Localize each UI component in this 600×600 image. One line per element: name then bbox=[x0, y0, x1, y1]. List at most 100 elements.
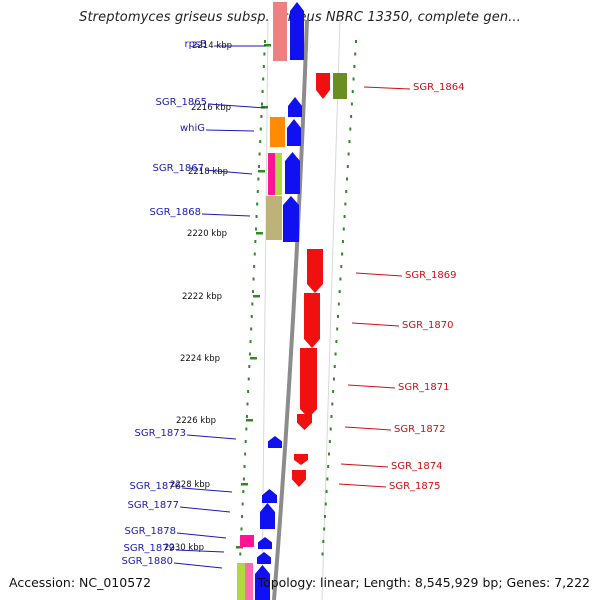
forward-gene-arrow[interactable] bbox=[287, 119, 301, 146]
forward-gene-arrow[interactable] bbox=[260, 503, 275, 529]
tick-dot bbox=[332, 390, 335, 393]
label-leader-line bbox=[355, 272, 403, 277]
forward-gene-label[interactable]: SGR_1865 bbox=[156, 97, 208, 108]
label-leader-line bbox=[179, 506, 231, 513]
forward-gene-arrow[interactable] bbox=[283, 196, 299, 242]
reverse-gene-label[interactable]: SGR_1874 bbox=[391, 461, 443, 472]
reverse-gene-label[interactable]: SGR_1869 bbox=[405, 270, 457, 281]
tick-dot bbox=[330, 415, 333, 418]
tick-dot bbox=[337, 302, 340, 306]
tick-dot bbox=[340, 265, 343, 268]
tick-dot bbox=[247, 390, 250, 393]
tick-dot bbox=[331, 402, 334, 406]
feature-box bbox=[266, 196, 282, 240]
tick-dot bbox=[248, 352, 251, 356]
tick-dot bbox=[250, 315, 253, 318]
reverse-gene-label[interactable]: SGR_1864 bbox=[413, 82, 465, 93]
tick-dot bbox=[325, 490, 328, 493]
tick-dot bbox=[346, 165, 349, 168]
tick-dot bbox=[352, 77, 355, 81]
reverse-gene-labels: SGR_1864 SGR_1869 SGR_1870 SGR_1871 SGR_1872… bbox=[338, 82, 465, 492]
tick-dot bbox=[354, 52, 357, 56]
right-tick-column bbox=[321, 40, 357, 556]
tick-dot bbox=[243, 465, 246, 468]
label-leader-line bbox=[344, 426, 392, 431]
label-leader-line bbox=[347, 384, 396, 389]
reverse-gene-label[interactable]: SGR_1872 bbox=[394, 424, 446, 435]
kbp-label: 2216 kbp bbox=[191, 103, 231, 113]
reverse-gene-arrow[interactable] bbox=[304, 293, 320, 348]
forward-gene-arrow[interactable] bbox=[290, 2, 304, 60]
forward-gene-label[interactable]: SGR_1880 bbox=[122, 556, 174, 567]
label-leader-line bbox=[181, 487, 233, 493]
kbp-label: 2220 kbp bbox=[187, 229, 227, 239]
label-leader-line bbox=[186, 434, 237, 440]
tick-dot bbox=[353, 65, 356, 68]
reverse-gene-arrow[interactable] bbox=[292, 470, 306, 487]
kbp-label: 2218 kbp bbox=[188, 167, 228, 177]
tick-dot bbox=[338, 290, 341, 293]
tick-dot bbox=[241, 502, 244, 506]
tick-dot bbox=[342, 227, 345, 231]
tick-dot bbox=[332, 377, 335, 381]
track-left-edge bbox=[261, 19, 269, 600]
forward-gene-arrow[interactable] bbox=[255, 565, 270, 600]
reverse-gene-label[interactable]: SGR_1871 bbox=[398, 382, 450, 393]
forward-gene-label[interactable]: rpsB bbox=[184, 39, 207, 50]
forward-gene-arrow[interactable] bbox=[262, 489, 277, 503]
kbp-tick bbox=[241, 483, 248, 486]
tick-dot bbox=[250, 327, 253, 331]
forward-gene-arrow[interactable] bbox=[288, 97, 302, 117]
forward-gene-label[interactable]: SGR_1867 bbox=[153, 163, 205, 174]
tick-dot bbox=[239, 552, 242, 556]
forward-gene-label[interactable]: SGR_1876 bbox=[130, 481, 182, 492]
kbp-tick bbox=[246, 419, 253, 422]
forward-gene-arrow[interactable] bbox=[285, 152, 300, 194]
reverse-gene-label[interactable]: SGR_1870 bbox=[402, 320, 454, 331]
feature-box bbox=[268, 153, 275, 195]
tick-dot bbox=[261, 90, 264, 93]
label-leader-line bbox=[201, 213, 251, 217]
kbp-label: 2228 kbp bbox=[170, 480, 210, 490]
reverse-gene-arrow[interactable] bbox=[300, 348, 317, 418]
left-tick-column bbox=[237, 40, 266, 593]
kbp-label: 2214 kbp bbox=[192, 41, 232, 51]
tick-dot bbox=[343, 215, 346, 218]
tick-dot bbox=[345, 190, 348, 193]
tick-dot bbox=[321, 552, 324, 556]
reverse-gene-label[interactable]: SGR_1875 bbox=[389, 481, 441, 492]
tick-dot bbox=[252, 277, 255, 281]
tick-dot bbox=[256, 190, 259, 193]
feature-box bbox=[275, 153, 282, 195]
label-leader-line bbox=[173, 562, 223, 569]
tick-dot bbox=[254, 240, 257, 243]
tick-dot bbox=[327, 465, 330, 468]
reverse-gene-arrow[interactable] bbox=[294, 454, 308, 465]
tick-dot bbox=[334, 352, 337, 356]
forward-gene-label[interactable]: SGR_1877 bbox=[128, 500, 180, 511]
feature-box bbox=[237, 563, 245, 600]
forward-gene-arrow[interactable] bbox=[257, 552, 271, 564]
tick-dot bbox=[245, 427, 248, 431]
forward-gene-label[interactable]: SGR_1873 bbox=[135, 428, 187, 439]
label-leader-line bbox=[351, 322, 400, 327]
kbp-tick bbox=[236, 546, 243, 549]
tick-dot bbox=[248, 365, 251, 368]
forward-gene-label[interactable]: SGR_1879 bbox=[124, 543, 176, 554]
forward-gene-label[interactable]: whiG bbox=[180, 123, 205, 134]
kbp-label: 2222 kbp bbox=[182, 292, 222, 302]
feature-box bbox=[245, 563, 253, 600]
tick-dot bbox=[328, 452, 331, 456]
feature-box bbox=[270, 117, 285, 147]
track-right-edge bbox=[321, 19, 341, 600]
reverse-gene-arrow[interactable] bbox=[297, 414, 312, 430]
reverse-gene-arrow[interactable] bbox=[316, 73, 330, 99]
forward-gene-arrow[interactable] bbox=[258, 537, 272, 549]
tick-dot bbox=[339, 277, 342, 281]
forward-gene-label[interactable]: SGR_1868 bbox=[150, 207, 202, 218]
label-leader-line bbox=[204, 169, 253, 175]
accession-text: Accession: NC_010572 bbox=[9, 575, 152, 590]
reverse-gene-arrow[interactable] bbox=[307, 249, 323, 293]
forward-gene-arrow[interactable] bbox=[268, 436, 282, 448]
forward-gene-label[interactable]: SGR_1878 bbox=[125, 526, 177, 537]
